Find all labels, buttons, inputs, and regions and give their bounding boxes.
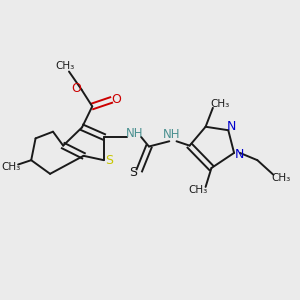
Text: N: N <box>235 148 244 161</box>
Text: NH: NH <box>126 127 143 140</box>
Text: CH₃: CH₃ <box>55 61 74 71</box>
Text: S: S <box>105 154 113 167</box>
Text: CH₃: CH₃ <box>1 162 20 172</box>
Text: N: N <box>226 120 236 133</box>
Text: CH₃: CH₃ <box>189 185 208 195</box>
Text: O: O <box>111 93 121 106</box>
Text: CH₃: CH₃ <box>211 99 230 110</box>
Text: NH: NH <box>163 128 180 141</box>
Text: CH₃: CH₃ <box>271 172 290 183</box>
Text: S: S <box>130 166 137 179</box>
Text: O: O <box>71 82 81 94</box>
